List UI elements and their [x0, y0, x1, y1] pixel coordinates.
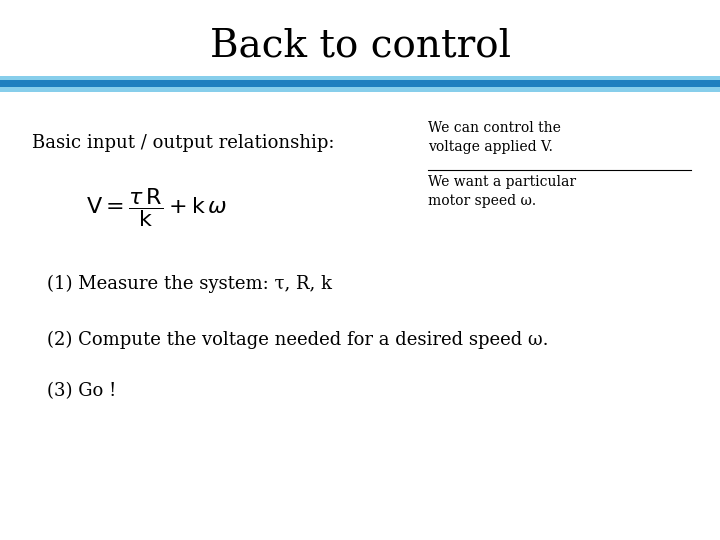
Text: We can control the
voltage applied V.: We can control the voltage applied V. — [428, 121, 562, 154]
Bar — [0, 80, 720, 87]
Text: (1) Measure the system: τ, R, k: (1) Measure the system: τ, R, k — [47, 274, 332, 293]
Text: (2) Compute the voltage needed for a desired speed ω.: (2) Compute the voltage needed for a des… — [47, 331, 549, 349]
Text: Back to control: Back to control — [210, 28, 510, 64]
Bar — [0, 76, 720, 92]
Text: (3) Go !: (3) Go ! — [47, 382, 116, 401]
Text: $\mathrm{V} = \dfrac{\tau\,\mathrm{R}}{\mathrm{k}} + \mathrm{k}\,\omega$: $\mathrm{V} = \dfrac{\tau\,\mathrm{R}}{\… — [86, 186, 228, 230]
Text: We want a particular
motor speed ω.: We want a particular motor speed ω. — [428, 175, 577, 208]
Text: Basic input / output relationship:: Basic input / output relationship: — [32, 134, 335, 152]
